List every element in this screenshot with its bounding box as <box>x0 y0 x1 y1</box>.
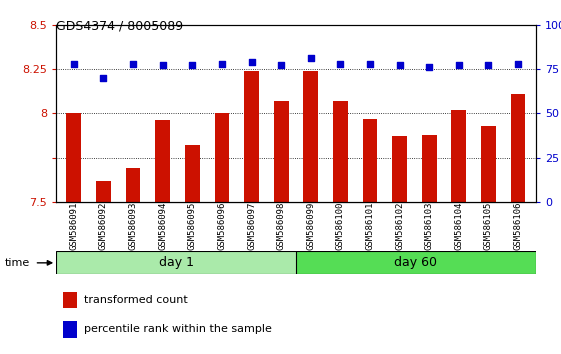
Point <box>513 61 522 67</box>
Point <box>218 61 227 67</box>
Bar <box>452 110 466 202</box>
Text: GSM586096: GSM586096 <box>218 202 227 250</box>
Point <box>247 59 256 65</box>
Point <box>425 64 434 70</box>
Bar <box>362 119 378 202</box>
Text: GSM586100: GSM586100 <box>336 202 345 250</box>
Text: GSM586102: GSM586102 <box>395 202 404 250</box>
Text: transformed count: transformed count <box>84 295 188 305</box>
Text: GSM586098: GSM586098 <box>277 202 286 250</box>
Bar <box>185 145 200 202</box>
Text: GSM586097: GSM586097 <box>247 202 256 250</box>
Point <box>395 63 404 68</box>
Text: GSM586106: GSM586106 <box>513 202 522 250</box>
Point <box>277 63 286 68</box>
Bar <box>63 292 77 308</box>
Text: GSM586099: GSM586099 <box>306 202 315 250</box>
Text: day 1: day 1 <box>159 256 194 269</box>
Bar <box>481 126 496 202</box>
Point <box>454 63 463 68</box>
Bar <box>422 135 436 202</box>
Bar <box>244 71 259 202</box>
Bar <box>392 136 407 202</box>
Text: GDS4374 / 8005089: GDS4374 / 8005089 <box>56 19 183 33</box>
Text: GSM586104: GSM586104 <box>454 202 463 250</box>
Bar <box>511 94 526 202</box>
Bar <box>63 321 77 338</box>
Point <box>99 75 108 81</box>
Point <box>484 63 493 68</box>
Text: GSM586105: GSM586105 <box>484 202 493 250</box>
Bar <box>304 71 318 202</box>
Point <box>70 61 79 67</box>
Text: GSM586101: GSM586101 <box>365 202 374 250</box>
Bar <box>66 113 81 202</box>
Bar <box>56 251 296 274</box>
Bar <box>126 168 140 202</box>
Text: day 60: day 60 <box>394 256 438 269</box>
Point <box>128 61 137 67</box>
Point <box>365 61 374 67</box>
Text: GSM586094: GSM586094 <box>158 202 167 250</box>
Bar <box>155 120 170 202</box>
Bar <box>96 181 111 202</box>
Bar <box>296 251 536 274</box>
Text: GSM586093: GSM586093 <box>128 202 137 250</box>
Text: GSM586091: GSM586091 <box>70 202 79 250</box>
Point <box>158 63 167 68</box>
Bar <box>333 101 348 202</box>
Text: GSM586092: GSM586092 <box>99 202 108 250</box>
Point <box>306 56 315 61</box>
Text: percentile rank within the sample: percentile rank within the sample <box>84 325 272 335</box>
Text: GSM586103: GSM586103 <box>425 202 434 250</box>
Text: GSM586095: GSM586095 <box>188 202 197 250</box>
Bar <box>214 113 229 202</box>
Bar <box>274 101 288 202</box>
Point <box>336 61 345 67</box>
Text: time: time <box>4 258 30 268</box>
Point <box>188 63 197 68</box>
